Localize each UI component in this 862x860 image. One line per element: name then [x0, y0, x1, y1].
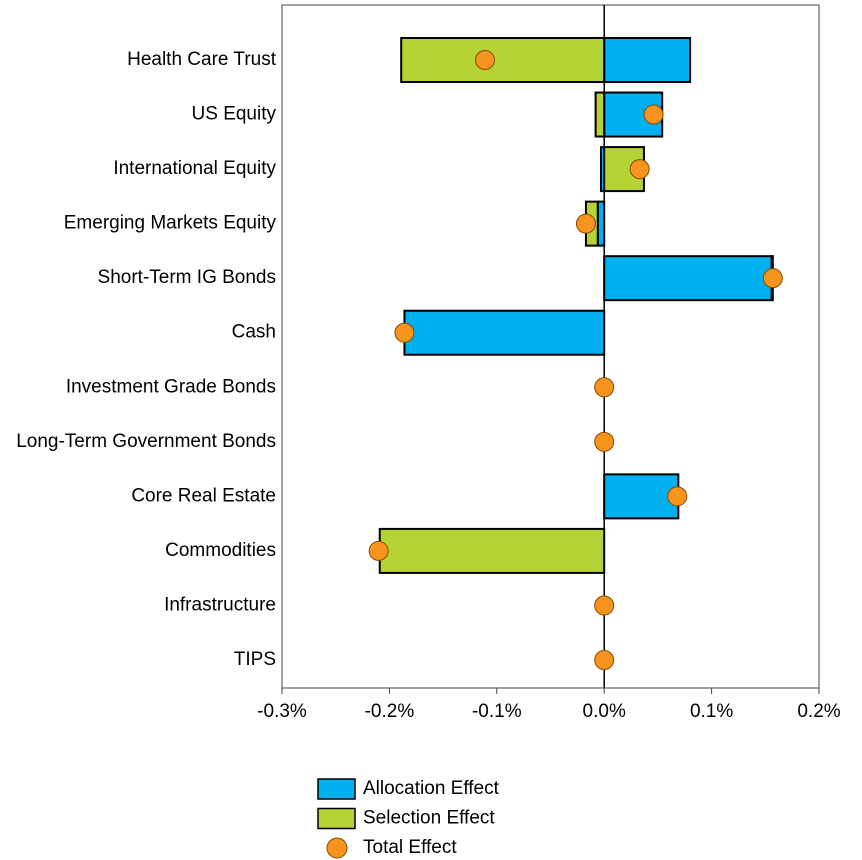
y-tick-label: Health Care Trust [127, 49, 277, 70]
total-dot [368, 540, 389, 561]
legend-label: Selection Effect [363, 808, 495, 829]
legend-swatch [317, 778, 356, 800]
y-tick-label: Core Real Estate [131, 485, 276, 506]
x-tick-label: -0.3% [257, 701, 307, 722]
legend-label: Total Effect [363, 837, 457, 858]
legend-label: Allocation Effect [363, 778, 500, 799]
total-dot [762, 268, 783, 289]
bar [594, 91, 606, 138]
x-tick-label: 0.0% [583, 701, 626, 722]
y-tick-label: TIPS [234, 649, 276, 670]
y-tick-label: Emerging Markets Equity [64, 213, 277, 234]
total-dot [594, 431, 615, 452]
total-dot [575, 213, 596, 234]
bar [603, 37, 692, 83]
y-tick-label: Short-Term IG Bonds [98, 267, 276, 288]
y-tick-label: Infrastructure [164, 594, 276, 615]
y-tick-label: US Equity [192, 104, 277, 125]
total-dot [474, 50, 495, 70]
total-dot [394, 322, 415, 343]
bar [603, 255, 773, 302]
y-tick-label: Commodities [165, 540, 276, 561]
total-dot [594, 650, 615, 670]
bar [403, 309, 606, 356]
total-dot [643, 104, 664, 125]
bar [400, 37, 606, 83]
x-tick-label: -0.2% [365, 701, 415, 722]
legend-swatch [326, 837, 348, 859]
x-tick-label: 0.2% [797, 701, 840, 722]
plot-frame [281, 4, 820, 689]
bar [603, 473, 680, 520]
y-tick-label: International Equity [113, 158, 276, 179]
total-dot [594, 377, 615, 398]
y-tick-label: Investment Grade Bonds [66, 376, 276, 397]
total-dot [629, 159, 650, 180]
y-tick-label: Long-Term Government Bonds [16, 431, 276, 452]
total-dot [594, 595, 615, 616]
y-tick-label: Cash [232, 322, 276, 343]
x-tick-label: -0.1% [472, 701, 522, 722]
total-dot [667, 486, 688, 507]
x-tick-label: 0.1% [690, 701, 733, 722]
bar [378, 527, 606, 574]
legend-swatch [317, 807, 356, 830]
